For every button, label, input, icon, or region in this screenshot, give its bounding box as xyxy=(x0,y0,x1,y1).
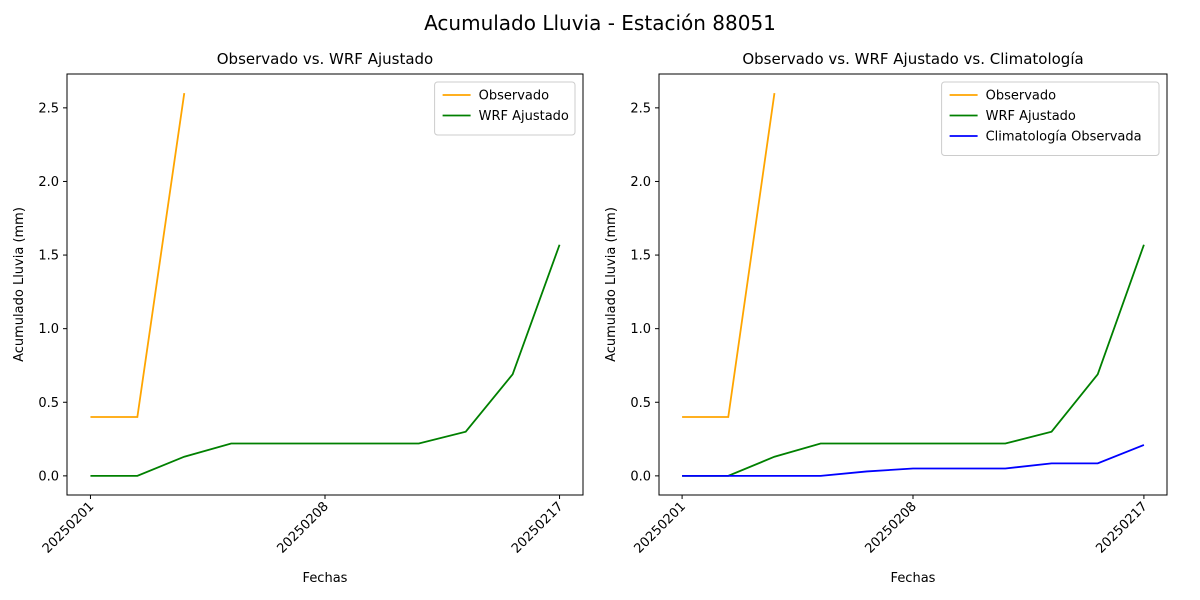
legend-label: WRF Ajustado xyxy=(479,109,569,124)
y-tick-label: 1.0 xyxy=(38,322,59,337)
x-axis-label: Fechas xyxy=(891,571,936,586)
legend-frame xyxy=(941,81,1160,156)
figure-title: Acumulado Lluvia - Estación 88051 xyxy=(424,11,776,35)
x-tick-label: 20250201 xyxy=(632,499,689,556)
y-axis-label: Acumulado Lluvia (mm) xyxy=(604,207,619,362)
legend-label: Observado xyxy=(479,89,550,104)
y-tick-label: 0.0 xyxy=(630,469,651,484)
legend: Observado WRF Ajustado xyxy=(434,81,576,136)
x-tick-label: 20250208 xyxy=(862,499,919,556)
y-tick-label: 2.5 xyxy=(630,101,651,116)
x-axis-label: Fechas xyxy=(303,571,348,586)
y-tick-label: 1.5 xyxy=(38,249,59,264)
x-tick-label: 20250201 xyxy=(40,499,97,556)
y-tick-label: 2.0 xyxy=(630,175,651,190)
y-tick-label: 0.5 xyxy=(38,396,59,411)
series-line xyxy=(682,444,1145,477)
legend-label: Climatología Observada xyxy=(986,130,1142,145)
y-tick-label: 0.0 xyxy=(38,469,59,484)
y-tick-label: 2.5 xyxy=(38,101,59,116)
y-axis-label: Acumulado Lluvia (mm) xyxy=(12,207,27,362)
y-tick-label: 2.0 xyxy=(38,175,59,190)
x-tick-label: 20250217 xyxy=(1093,499,1150,556)
series-line xyxy=(682,93,776,418)
legend-label: WRF Ajustado xyxy=(986,109,1076,124)
subplot-title: Observado vs. WRF Ajustado xyxy=(217,50,433,68)
y-tick-label: 1.5 xyxy=(630,249,651,264)
x-tick-label: 20250208 xyxy=(274,499,331,556)
legend-label: Observado xyxy=(986,89,1057,104)
y-tick-label: 0.5 xyxy=(630,396,651,411)
series-line xyxy=(90,93,186,418)
y-tick-label: 1.0 xyxy=(630,322,651,337)
subplot-title: Observado vs. WRF Ajustado vs. Climatolo… xyxy=(742,50,1083,68)
x-tick-label: 20250217 xyxy=(509,499,566,556)
legend: Observado WRF Ajustado Climatología Observ… xyxy=(941,81,1160,156)
series-line xyxy=(682,244,1145,477)
plot-frame xyxy=(658,73,1168,496)
plot-frame xyxy=(66,73,584,496)
series-line xyxy=(90,244,561,477)
